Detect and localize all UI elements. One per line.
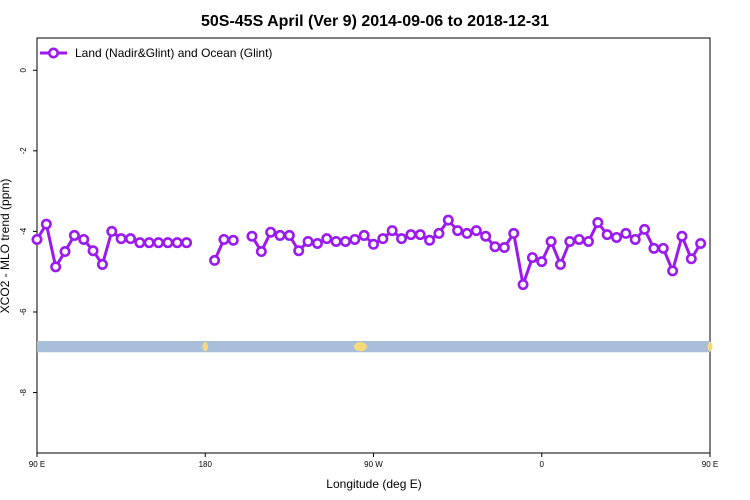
data-point: [78, 233, 90, 245]
x-axis: 90 E 180 90 W 0 90 E: [29, 453, 718, 469]
legend-marker: [47, 47, 59, 59]
data-point: [545, 235, 557, 247]
data-point: [536, 256, 548, 268]
data-point: [461, 227, 473, 239]
y-tick-label: -8: [19, 388, 28, 396]
data-point: [554, 258, 566, 270]
data-point: [377, 233, 389, 245]
legend-label: Land (Nadir&Glint) and Ocean (Glint): [75, 46, 272, 60]
data-point: [349, 233, 361, 245]
x-tick-label: 90 E: [29, 460, 45, 469]
land-patch: [353, 341, 367, 352]
data-point: [620, 227, 632, 239]
ocean-strip: [37, 340, 710, 353]
x-tick-label: 90 W: [364, 460, 383, 469]
data-point: [442, 214, 454, 226]
data-point: [227, 234, 239, 246]
data-point: [648, 242, 660, 254]
y-axis-label: XCO2 - MLO trend (ppm): [0, 179, 12, 314]
land-patch: [202, 341, 208, 352]
data-point: [162, 237, 174, 249]
data-point: [181, 237, 193, 249]
data-point: [667, 265, 679, 277]
x-tick-label: 0: [540, 460, 545, 469]
data-point: [246, 230, 258, 242]
data-point: [59, 246, 71, 258]
data-point: [480, 230, 492, 242]
data-point: [676, 230, 688, 242]
data-point: [96, 258, 108, 270]
data-point: [629, 233, 641, 245]
data-point: [508, 227, 520, 239]
legend: Land (Nadir&Glint) and Ocean (Glint): [40, 46, 272, 60]
data-point: [489, 241, 501, 253]
data-point: [639, 223, 651, 235]
y-tick-label: -2: [19, 147, 28, 155]
data-point: [367, 238, 379, 250]
data-point: [31, 233, 43, 245]
data-point: [358, 229, 370, 241]
data-point: [50, 261, 62, 273]
land-patch: [707, 341, 713, 352]
data-point: [339, 235, 351, 247]
data-point: [311, 237, 323, 249]
data-point: [564, 235, 576, 247]
x-axis-label: Longitude (deg E): [326, 477, 421, 491]
data-point: [414, 229, 426, 241]
y-tick-label: -4: [19, 227, 28, 235]
data-point: [611, 231, 623, 243]
data-point: [153, 237, 165, 249]
data-point: [330, 235, 342, 247]
data-point: [115, 233, 127, 245]
map-strip: [37, 340, 713, 353]
data-point: [171, 237, 183, 249]
data-point: [396, 233, 408, 245]
data-point: [517, 279, 529, 291]
data-point: [592, 217, 604, 229]
data-point: [685, 253, 697, 265]
data-point: [526, 252, 538, 264]
y-tick-label: 0: [19, 67, 28, 72]
data-point: [452, 225, 464, 237]
data-point: [573, 233, 585, 245]
data-point: [218, 233, 230, 245]
data-point: [657, 242, 669, 254]
y-tick-label: -6: [19, 308, 28, 316]
data-point: [405, 229, 417, 241]
data-point: [321, 233, 333, 245]
data-point: [601, 229, 613, 241]
data-point: [87, 245, 99, 257]
data-point: [68, 229, 80, 241]
data-point: [424, 234, 436, 246]
data-point: [695, 237, 707, 249]
data-point: [470, 225, 482, 237]
data-point: [124, 233, 136, 245]
data-point: [582, 235, 594, 247]
data-point: [106, 225, 118, 237]
data-point: [433, 227, 445, 239]
data-point: [283, 229, 295, 241]
data-point: [293, 245, 305, 257]
data-point: [143, 237, 155, 249]
data-point: [498, 242, 510, 254]
data-point: [274, 229, 286, 241]
data-point: [265, 226, 277, 238]
y-axis: 0 -2 -4 -6 -8: [19, 67, 37, 396]
chart-title: 50S-45S April (Ver 9) 2014-09-06 to 2018…: [201, 13, 549, 30]
x-tick-label: 90 E: [702, 460, 718, 469]
data-point: [255, 246, 267, 258]
series-layer: [31, 214, 707, 291]
data-point: [40, 218, 52, 230]
data-point: [386, 225, 398, 237]
data-point: [209, 254, 221, 266]
data-point: [302, 235, 314, 247]
x-tick-label: 180: [199, 460, 213, 469]
data-point: [134, 237, 146, 249]
